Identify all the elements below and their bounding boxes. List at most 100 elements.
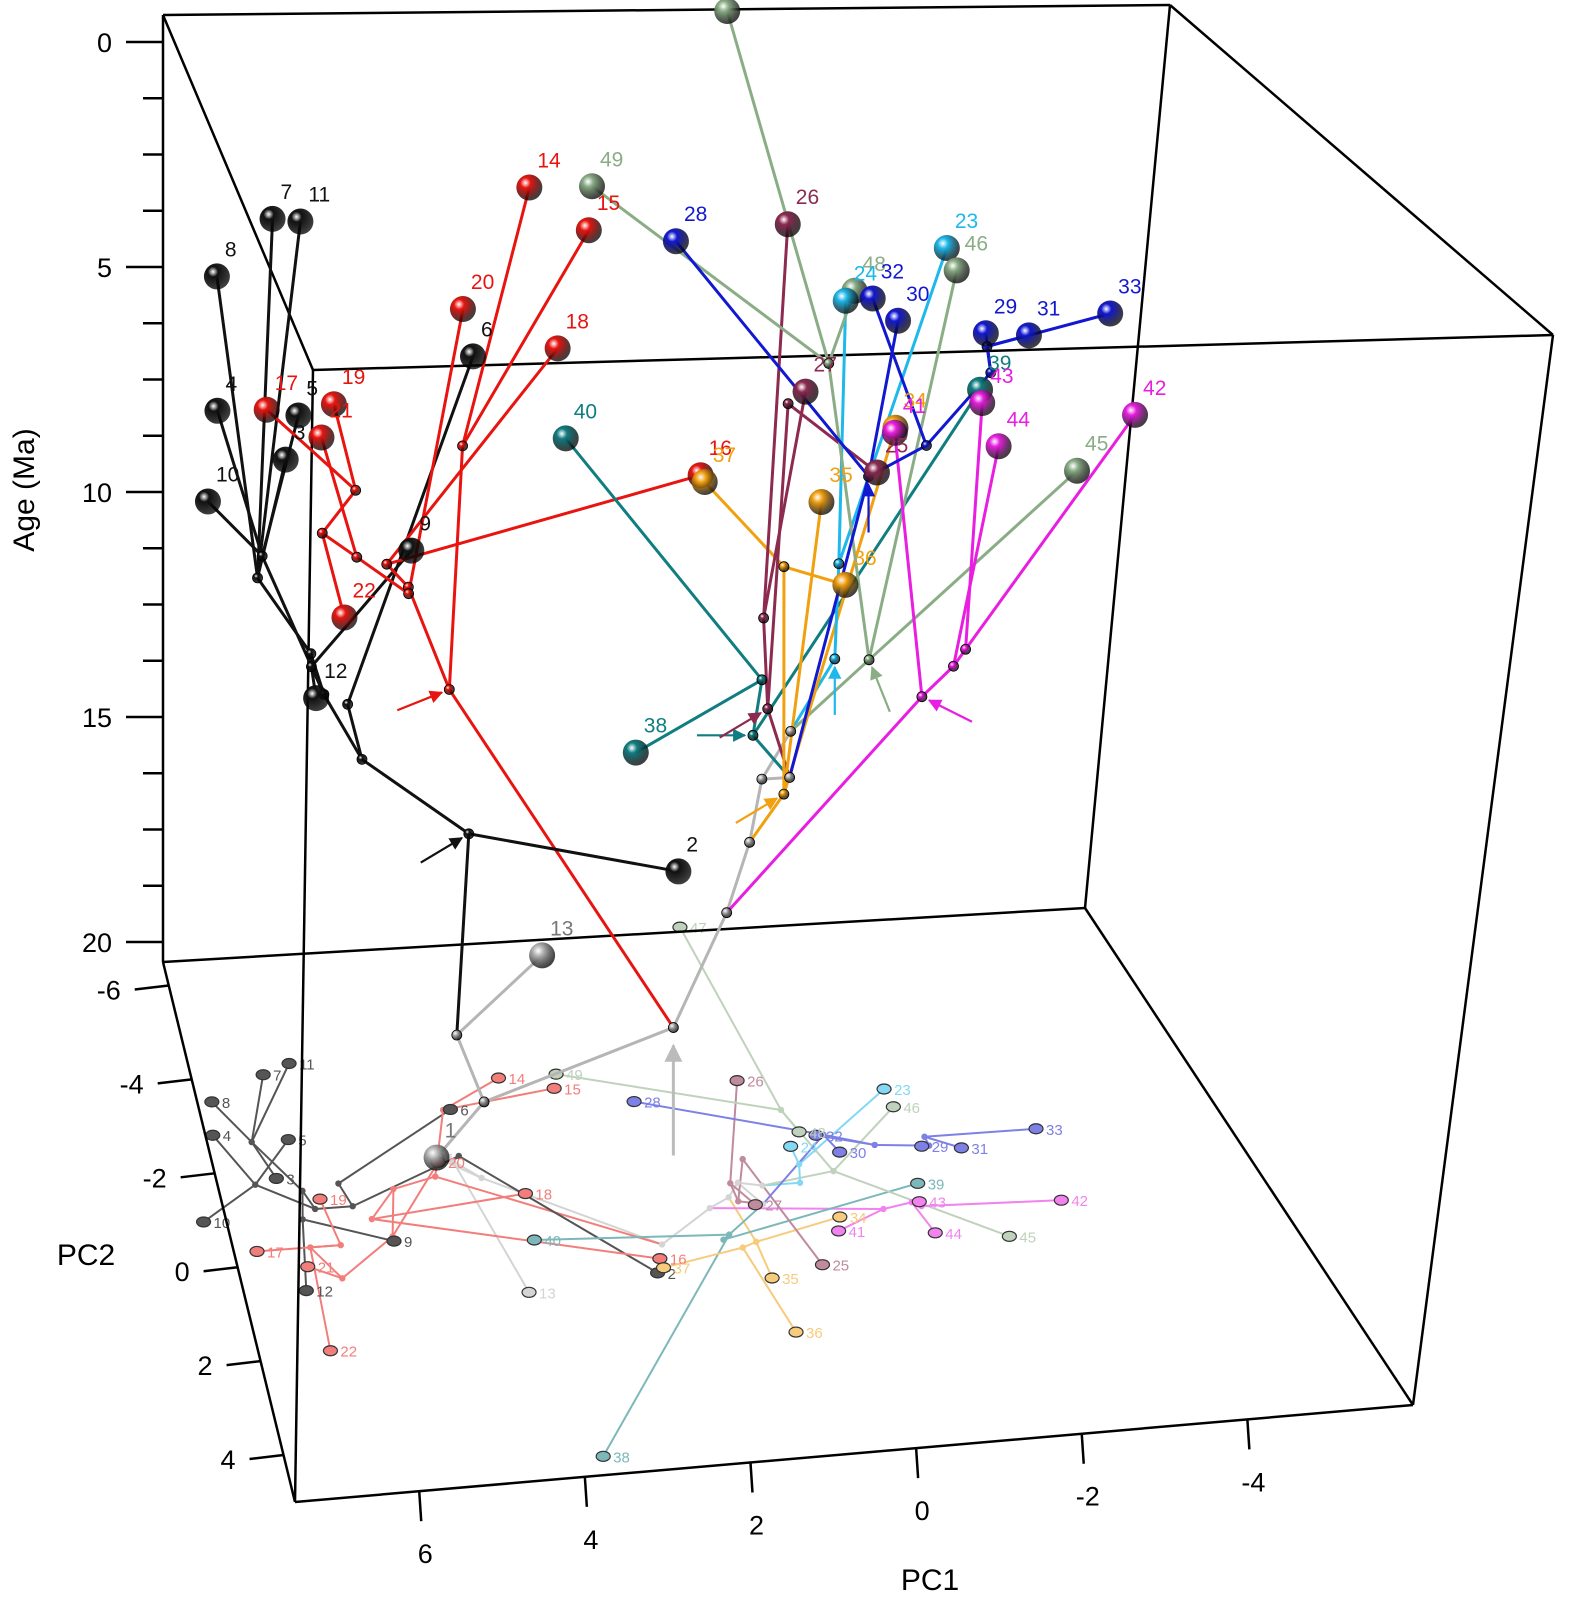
tip-sphere — [972, 320, 999, 347]
branch — [256, 577, 313, 655]
tip-sphere — [665, 858, 692, 885]
floor-tip — [526, 1234, 542, 1246]
floor-tip-label: 16 — [670, 1252, 687, 1269]
floor-branch — [442, 1087, 555, 1111]
internal-node — [960, 643, 971, 655]
internal-node — [758, 612, 770, 624]
tip-label: 32 — [881, 260, 904, 283]
floor-tip-label: 23 — [894, 1082, 911, 1099]
tip-sphere — [1015, 322, 1042, 349]
tip-sphere — [303, 685, 330, 712]
branch — [260, 555, 326, 695]
tip-label: 40 — [574, 400, 597, 423]
tip-sphere — [808, 489, 835, 516]
y-tick-label: -6 — [97, 975, 121, 1005]
tip-sphere — [969, 390, 996, 417]
floor-tip-label: 44 — [945, 1226, 962, 1243]
floor-node — [880, 1205, 887, 1213]
internal-node — [305, 648, 317, 660]
branch — [867, 270, 959, 661]
branch — [332, 403, 358, 491]
tip-label: 38 — [644, 715, 667, 738]
branch — [455, 954, 544, 1037]
internal-node — [747, 729, 759, 741]
tip-label: 49 — [600, 148, 623, 171]
floor-tip-label: 5 — [298, 1133, 306, 1150]
floor-branch — [337, 1108, 451, 1185]
floor-tip-label: 20 — [448, 1155, 465, 1172]
floor-tip — [300, 1261, 316, 1273]
floor-branch — [832, 1106, 895, 1172]
x-tick-label: 2 — [749, 1510, 764, 1540]
floor-node — [795, 1161, 803, 1168]
tip-label: 27 — [814, 354, 837, 377]
floor-branch — [202, 1183, 256, 1223]
z-axis-title: Age (Ma) — [8, 428, 41, 551]
floor-branch — [254, 1138, 290, 1186]
floor-tip-label: 19 — [330, 1192, 347, 1209]
floor-branch — [452, 1160, 483, 1179]
floor-branch — [661, 1207, 711, 1246]
tip-label: 16 — [709, 437, 732, 460]
branch — [867, 320, 900, 477]
floor-node — [432, 1173, 439, 1180]
floor-branch — [391, 1161, 439, 1238]
floor-branch — [755, 1215, 841, 1243]
box-edge — [1083, 4, 1172, 909]
floor-tip — [312, 1193, 328, 1205]
floor-branch — [883, 1201, 912, 1210]
floor-tip-label: 49 — [566, 1067, 583, 1084]
floor-branch — [301, 1219, 308, 1291]
floor-tip — [386, 1235, 402, 1247]
y-tick-label: -2 — [143, 1163, 167, 1193]
y-tick — [226, 1359, 261, 1367]
branch — [762, 617, 770, 709]
tip-label: 37 — [713, 444, 736, 467]
tip-label: 13 — [550, 917, 573, 940]
floor-branch — [727, 1196, 758, 1243]
y-tick-label: 2 — [198, 1351, 213, 1381]
box-edge — [161, 961, 297, 1503]
floor-tip — [953, 1142, 970, 1154]
branch — [455, 833, 471, 1036]
floor-node — [777, 1106, 785, 1114]
floor-tip-label: 48 — [809, 1125, 826, 1142]
tip-label: 21 — [329, 400, 352, 423]
floor-branch — [679, 926, 782, 1111]
floor-branch — [371, 1188, 395, 1220]
x-tick — [1246, 1419, 1251, 1450]
floor-node — [752, 1238, 760, 1246]
floor-branch — [315, 1205, 353, 1210]
floor-branch — [211, 1101, 253, 1143]
node-arrow — [870, 666, 891, 713]
floor-branch — [391, 1189, 395, 1237]
y-tick — [180, 1172, 215, 1179]
y-tick-label: 4 — [220, 1445, 235, 1475]
x-tick-label: 6 — [418, 1539, 433, 1569]
floor-tip — [910, 1177, 926, 1189]
x-tick-label: 0 — [915, 1496, 930, 1526]
z-tick-label: 20 — [82, 928, 112, 958]
floor-node — [339, 1275, 346, 1282]
floor-branch — [250, 1074, 265, 1143]
tip-label: 19 — [342, 366, 365, 389]
y-tick-label: 0 — [175, 1257, 190, 1287]
y-tick-label: -4 — [120, 1069, 144, 1099]
floor-node — [871, 1141, 878, 1149]
floor-node — [252, 1181, 259, 1188]
internal-node — [778, 561, 790, 573]
floor-tip — [655, 1262, 672, 1274]
tip-sphere — [578, 173, 605, 200]
branch — [310, 549, 413, 668]
internal-node — [403, 588, 415, 600]
floor-tip-label: 42 — [1071, 1193, 1088, 1210]
tip-label: 4 — [225, 373, 237, 396]
floor-branch — [254, 1183, 316, 1210]
branch — [635, 678, 763, 754]
internal-node — [478, 1096, 490, 1108]
branch — [751, 388, 982, 737]
floor-node — [449, 1157, 457, 1165]
floor-tip-label: 3 — [286, 1171, 294, 1188]
internal-node — [356, 753, 368, 765]
tip-sphere — [943, 257, 970, 284]
